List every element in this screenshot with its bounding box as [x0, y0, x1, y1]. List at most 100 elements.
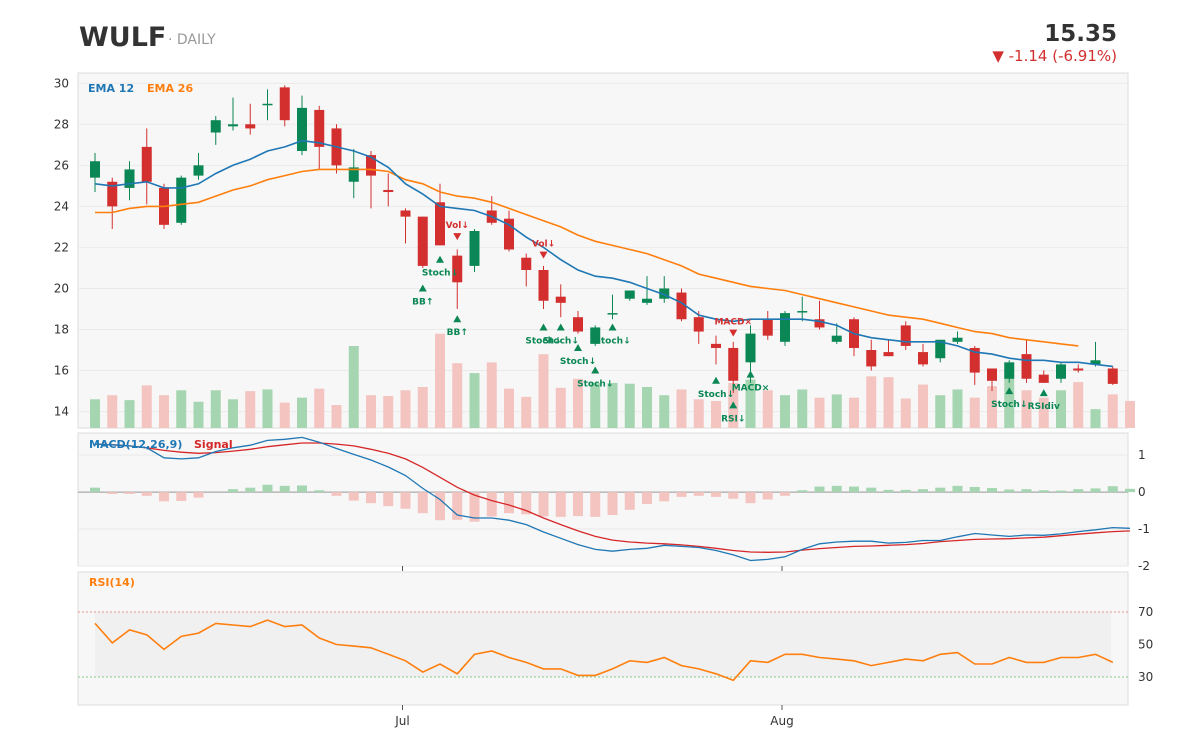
candle-body	[866, 350, 877, 367]
signal-label: Stoch↓	[560, 357, 596, 367]
ema12-line	[94, 139, 1113, 368]
signal-label: Vol↓	[532, 240, 555, 250]
candle-body	[642, 298, 652, 303]
price-panel-background	[77, 72, 1129, 429]
volume-bar	[279, 402, 290, 428]
volume-bar	[159, 395, 169, 428]
volume-bar	[624, 383, 635, 428]
candle-body	[176, 177, 187, 223]
volume-bar	[590, 382, 601, 428]
macd-histogram-bar	[279, 485, 290, 493]
legend-rsi: RSI(14)	[89, 576, 135, 589]
chart-period: · DAILY	[168, 32, 216, 48]
candle-body	[297, 107, 307, 151]
volume-bar	[331, 405, 342, 428]
candle-body	[366, 155, 376, 176]
candle-body	[935, 339, 946, 359]
macd-histogram-bar	[124, 492, 135, 494]
volume-bar	[659, 395, 670, 428]
macd-histogram-bar	[780, 492, 790, 496]
volume-bar	[780, 395, 790, 428]
macd-histogram-bar	[693, 492, 704, 496]
volume-bar	[607, 382, 618, 428]
candle-body	[400, 210, 411, 217]
last-price: 15.35	[1044, 21, 1117, 47]
candle-body	[969, 347, 980, 373]
candle-body	[1090, 360, 1101, 365]
candle-body	[693, 317, 704, 332]
volume-bar	[676, 389, 687, 428]
volume-bar	[504, 388, 514, 428]
volume-bar	[521, 396, 532, 428]
candle-body	[279, 87, 290, 121]
volume-bar	[1021, 390, 1032, 428]
signal-label: Stoch↓	[525, 336, 561, 346]
signal-label: Stoch↓	[577, 380, 613, 390]
volume-bar	[952, 389, 963, 428]
macd-histogram-bar	[1125, 488, 1135, 493]
macd-histogram-bar	[469, 492, 480, 522]
signal-label: Stoch↓	[698, 390, 734, 400]
rsi-band	[95, 612, 1111, 677]
macd-histogram-bar	[400, 492, 411, 509]
candle-body	[831, 335, 842, 342]
price-panel: 14 16 18 20 22 24 26 28 30 Vol↓ Vol↓ Stoch↓ BB↑ BB↑ St…	[54, 72, 1135, 429]
volume-bar	[90, 399, 100, 428]
signal-label: Vol↓	[446, 221, 469, 231]
macd-tick-label: -1	[1138, 522, 1150, 536]
candle-body	[711, 343, 721, 348]
volume-bar	[762, 390, 773, 428]
volume-bar	[469, 373, 480, 428]
macd-histogram-bar	[486, 492, 497, 517]
signal-marker-up	[1005, 387, 1014, 395]
rsi-tick-label: 30	[1138, 670, 1153, 684]
macd-histogram-bar	[366, 492, 376, 504]
macd-histogram-bar	[814, 486, 825, 493]
candle-body	[814, 319, 825, 328]
signal-label: RSI↓	[721, 414, 745, 424]
volume-bar	[297, 397, 307, 428]
candle-body	[383, 189, 394, 193]
macd-histogram-bar	[624, 492, 635, 510]
candle-body	[90, 161, 100, 178]
candle-body	[1004, 362, 1015, 379]
candle-body	[348, 167, 359, 182]
date-tick-label: Aug	[770, 714, 793, 728]
volume-bar	[486, 362, 497, 428]
macd-histogram-bar	[935, 487, 946, 493]
macd-histogram-bar	[1056, 490, 1066, 493]
macd-line	[94, 436, 1131, 562]
volume-bar	[745, 379, 756, 428]
volume-bar	[1107, 394, 1118, 428]
price-tick-label: 16	[54, 364, 69, 378]
signal-marker-up	[418, 284, 427, 292]
volume-bar	[1125, 400, 1135, 428]
candle-body	[900, 325, 911, 346]
signal-label: MACD×	[714, 318, 752, 328]
candle-body	[107, 181, 118, 207]
macd-tick-label: 1	[1138, 448, 1146, 462]
candle-body	[1021, 354, 1032, 379]
macd-histogram-bar	[1004, 489, 1015, 493]
candle-body	[624, 290, 635, 299]
signal-marker-up	[436, 255, 444, 263]
price-tick-label: 18	[54, 323, 69, 337]
macd-histogram-bar	[90, 487, 100, 493]
macd-histogram-bar	[141, 492, 152, 496]
macd-tick-label: 0	[1138, 485, 1146, 499]
macd-histogram-bar	[1038, 490, 1049, 493]
macd-histogram-bar	[831, 485, 842, 493]
macd-histogram-bar	[1090, 488, 1101, 493]
rsi-tick-label: 50	[1138, 638, 1153, 652]
macd-histogram-bar	[159, 492, 169, 502]
candle-body	[728, 347, 739, 381]
candle-body	[952, 337, 963, 342]
price-tick-label: 20	[54, 281, 69, 295]
signal-marker-up	[1039, 389, 1048, 397]
price-tick-label: 30	[54, 76, 69, 90]
price-tick-label: 26	[54, 158, 69, 172]
volume-bar	[193, 401, 204, 428]
macd-histogram-bar	[538, 492, 549, 517]
macd-panel: 1 0 -1 -2 MACD(12,26,9) Signal	[77, 432, 1150, 573]
